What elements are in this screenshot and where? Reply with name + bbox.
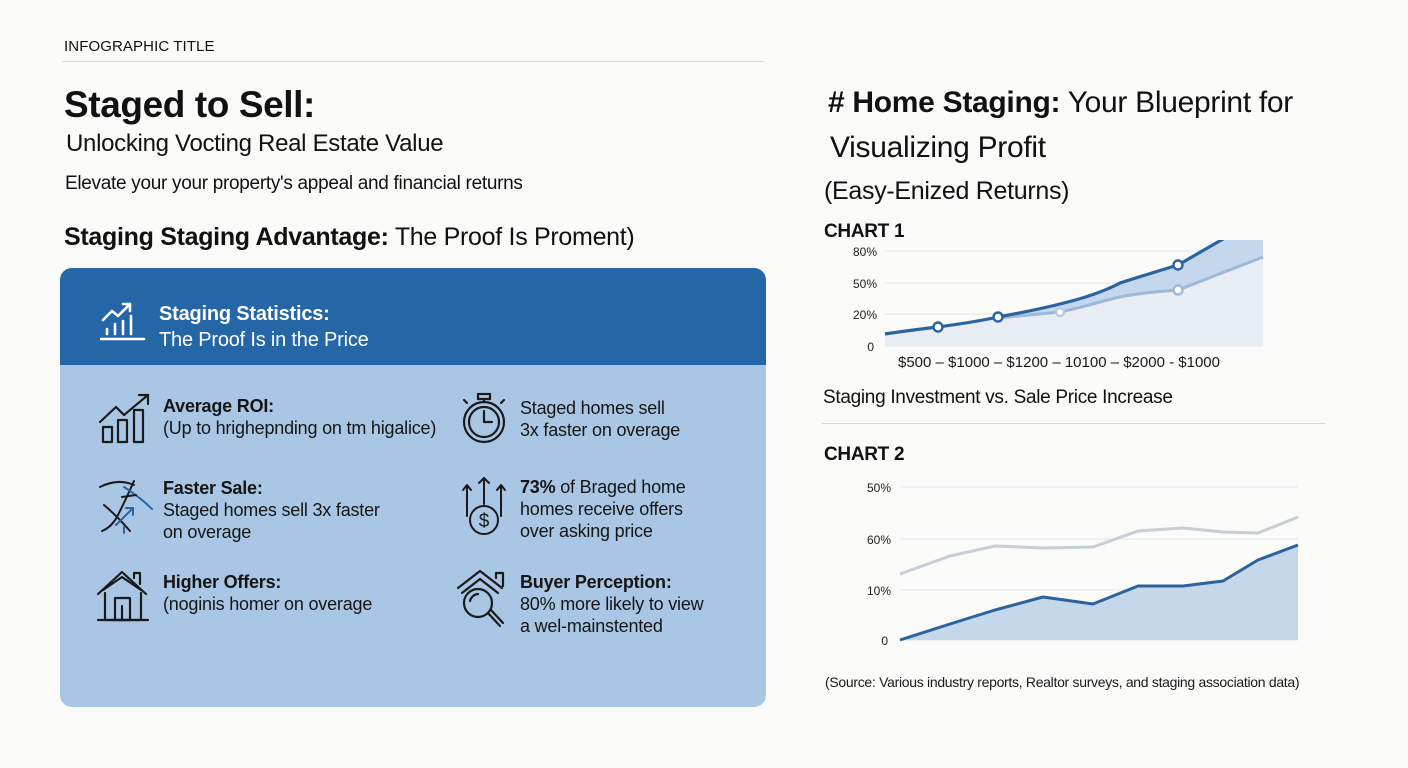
- main-title: Staged to Sell:: [64, 84, 315, 125]
- tagline: Elevate your your property's appeal and …: [65, 173, 523, 194]
- svg-text:80%: 80%: [853, 245, 877, 259]
- panel-subtitle: The Proof Is in the Price: [159, 329, 369, 351]
- chart2-line-chart: 50% 60% 10% 0: [867, 481, 1299, 648]
- stat-text: homes receive offers: [520, 499, 683, 519]
- right-title: # Home Staging: Your Blueprint for: [828, 86, 1293, 120]
- chart1-lower-line: [997, 255, 1264, 320]
- chart2-label: CHART 2: [824, 444, 905, 465]
- right-title-line3: (Easy-Enized Returns): [824, 177, 1070, 205]
- roi-bar-chart-icon: [98, 393, 150, 444]
- stat-label: Higher Offers:: [163, 572, 282, 592]
- chart1-y-axis: 80% 50% 20% 0: [853, 245, 877, 354]
- chart2-gray-line: [899, 515, 1299, 576]
- stat-text: a wel-mainstented: [520, 616, 663, 636]
- chart1-x-axis-labels: $500 – $1000 – $1200 – 10100 – $2000 - $…: [898, 354, 1220, 371]
- chart1-caption: Staging Investment vs. Sale Price Increa…: [823, 387, 1173, 408]
- chart2-area-fill: [900, 545, 1298, 640]
- section-heading-light: The Proof Is Proment): [388, 223, 635, 251]
- staging-statistics-panel: Staging Statistics: The Proof Is in the …: [60, 268, 766, 707]
- stat-text: over asking price: [520, 521, 653, 541]
- right-title-line2: Visualizing Profit: [830, 131, 1046, 164]
- svg-text:20%: 20%: [853, 308, 877, 322]
- subtitle: Unlocking Vocting Real Estate Value: [66, 130, 444, 157]
- chart1-lower-area: [885, 257, 1263, 346]
- stat-label: Buyer Perception:: [520, 572, 672, 592]
- panel-header: Staging Statistics: The Proof Is in the …: [60, 268, 766, 365]
- chart1-area-chart: 80% 50% 20% 0 $500 – $1000 – $1200 – 101…: [853, 240, 1264, 371]
- svg-text:50%: 50%: [867, 481, 891, 495]
- stat-text: on overage: [163, 522, 252, 542]
- svg-text:50%: 50%: [853, 277, 877, 291]
- house-icon: [96, 570, 150, 622]
- fast-arrow-icon: [99, 480, 153, 534]
- section-heading: Staging Staging Advantage: The Proof Is …: [64, 223, 635, 252]
- chart1-label: CHART 1: [824, 221, 905, 242]
- stat-label: Average ROI:: [163, 396, 274, 416]
- chart2-y-axis: 50% 60% 10% 0: [867, 481, 891, 648]
- source-note: (Source: Various industry reports, Realt…: [825, 674, 1300, 690]
- stat-text: 80% more likely to view: [520, 594, 704, 614]
- stat-text: of Braged home: [555, 477, 686, 497]
- svg-text:$: $: [479, 511, 490, 532]
- stopwatch-icon: [462, 392, 506, 444]
- eyebrow-label: INFOGRAPHIC TITLE: [64, 38, 215, 55]
- divider: [62, 61, 764, 62]
- stat-text: (noginis homer on overage: [163, 594, 373, 614]
- chart2-blue-line: [899, 543, 1299, 642]
- house-magnifier-icon: [456, 569, 505, 628]
- panel-title: Staging Statistics:: [159, 303, 330, 325]
- right-title-bold: # Home Staging:: [828, 86, 1061, 119]
- chart1-band-area: [998, 240, 1263, 318]
- svg-text:0: 0: [867, 340, 874, 354]
- chart-growth-icon: [100, 302, 146, 341]
- right-title-light: Your Blueprint for: [1060, 86, 1294, 119]
- stat-text: 3x faster on overage: [520, 420, 681, 440]
- chart1-markers: [932, 259, 1184, 333]
- svg-text:0: 0: [881, 634, 888, 648]
- stat-text: Staged homes sell 3x faster: [163, 500, 380, 520]
- section-heading-bold: Staging Staging Advantage:: [64, 223, 389, 251]
- stat-label: Faster Sale:: [163, 478, 263, 498]
- stat-text: Staged homes sell: [520, 398, 665, 418]
- svg-text:60%: 60%: [867, 533, 891, 547]
- stat-percent: 73%: [520, 477, 556, 497]
- stat-text: (Up to hrighepnding on tm higalice): [163, 418, 437, 438]
- svg-text:10%: 10%: [867, 584, 891, 598]
- dollar-arrows-icon: $: [462, 477, 506, 535]
- divider: [822, 423, 1326, 424]
